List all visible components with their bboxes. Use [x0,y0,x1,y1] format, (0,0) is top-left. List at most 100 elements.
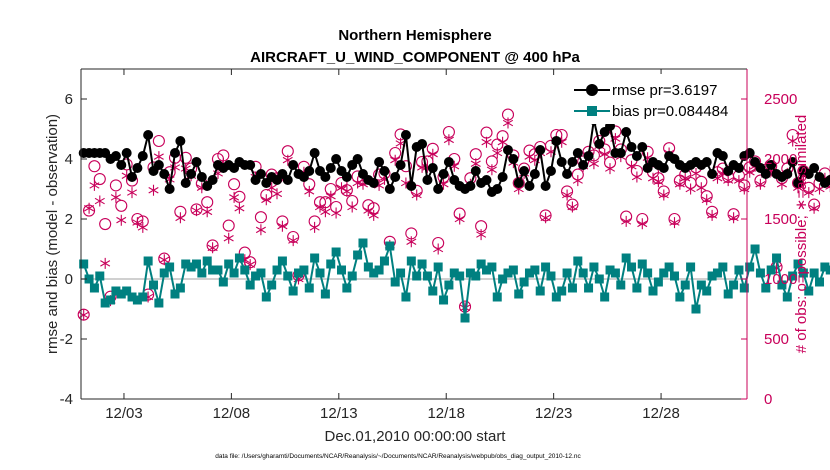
bias-point [729,280,739,290]
bias-point [84,274,94,284]
bias-point [535,286,545,296]
bias-point [240,265,250,275]
rmse-point [502,145,513,155]
y-tick-label: 0 [65,271,73,288]
obs-possible-circle [561,185,574,198]
bias-point [449,268,459,278]
obs-possible-circle [442,125,455,139]
obs-possible-circle [276,215,289,228]
bias-point [686,262,696,272]
rmse-point [508,154,519,164]
obs-possible-circle [453,207,466,220]
bias-point [396,268,406,278]
obs-assimilated-star [621,215,632,227]
bias-point [406,256,416,266]
rmse-point [180,178,191,188]
bias-point [197,268,207,278]
bias-point [331,247,341,257]
obs-assimilated-star [277,220,288,232]
obs-possible-circle [539,209,552,222]
bias-point [471,271,481,281]
bias-point [353,250,363,260]
obs-possible-circle [93,172,106,186]
rmse-point [497,172,508,182]
bias-point [267,280,277,290]
obs-possible-circle [281,145,294,158]
bias-point [551,292,561,302]
bias-point [455,271,465,281]
bias-point [465,268,475,278]
bias-point [202,256,212,266]
rmse-point [782,169,793,179]
obs-possible-circle [657,185,670,198]
obs-assimilated-star [476,229,487,241]
rmse-point [470,166,481,176]
obs-possible-circle [201,196,214,209]
bias-point [820,262,830,272]
obs-assimilated-star [304,185,315,197]
y-tick-label: -4 [60,391,73,408]
obs-possible-circle [109,179,122,192]
rmse-point [121,148,132,158]
bias-point [208,265,218,275]
obs-assimilated-star [406,236,417,248]
obs-assimilated-star [701,194,712,206]
bias-point [739,283,749,293]
y-axis-right-label: # of obs: o=possible; ∗=assimilated [793,115,810,354]
y-right-tick-label: 500 [764,331,789,348]
y-right-tick-label: 0 [764,391,772,408]
bias-point [514,289,524,299]
bias-point [122,286,132,296]
bias-point [809,268,819,278]
rmse-point [417,139,428,149]
bias-point [567,283,577,293]
legend-rmse-marker [586,84,598,96]
bias-point [310,253,320,263]
rmse-point [551,136,562,146]
bias-point [578,268,588,278]
rmse-point [519,166,530,176]
obs-assimilated-star [707,209,718,221]
rmse-point [406,181,417,191]
bias-point [798,268,808,278]
obs-possible-circle [652,172,665,185]
obs-assimilated-star [110,191,121,203]
bias-point [782,292,792,302]
rmse-point [390,172,401,182]
obs-assimilated-star [159,254,170,266]
rmse-point [621,127,632,137]
bias-point [788,271,798,281]
obs-possible-circle [152,134,165,148]
bias-point [508,265,518,275]
rmse-point [545,166,556,176]
y-tick-label: 2 [65,211,73,228]
obs-assimilated-star [255,224,266,236]
rmse-point [562,169,573,179]
obs-assimilated-star [78,309,89,321]
obs-possible-circle [77,308,90,321]
rmse-point [567,157,578,167]
obs-possible-circle [190,203,203,216]
rmse-point [341,172,352,182]
bias-point [138,292,148,302]
bias-point [358,238,368,248]
obs-possible-circle [802,181,815,194]
bias-point [546,271,556,281]
rmse-point [626,142,637,152]
obs-possible-circle [754,174,767,187]
bias-point [680,280,690,290]
obs-assimilated-star [341,185,352,197]
bias-point [154,298,164,308]
rmse-point [760,169,771,179]
rmse-point [153,160,164,170]
rmse-point [374,157,385,167]
bias-point [492,292,502,302]
bias-point [251,271,261,281]
bias-point [632,283,642,293]
bias-point [755,268,765,278]
obs-assimilated-star [368,209,379,221]
rmse-point [717,151,728,161]
rmse-point [540,181,551,191]
bias-point [573,256,583,266]
rmse-point [707,169,718,179]
